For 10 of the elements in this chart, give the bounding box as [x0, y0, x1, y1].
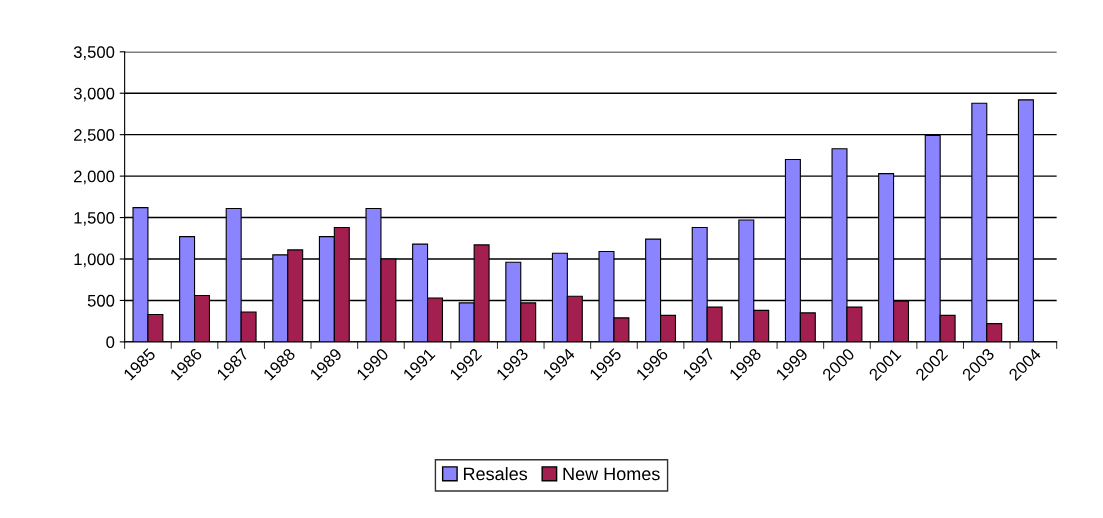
y-tick-label: 0: [106, 336, 115, 349]
y-tick-label: 2,000: [74, 170, 115, 185]
y-tick-label: 1,500: [74, 211, 115, 226]
legend-label: Resales: [463, 467, 528, 481]
y-tick-label: 3,500: [73, 46, 115, 60]
y-tick-label: 3,000: [73, 87, 115, 102]
legend-label: New Homes: [563, 467, 660, 481]
y-tick-label: 1,000: [74, 253, 115, 268]
y-tick-label: 500: [87, 294, 115, 307]
y-tick-label: 2,500: [74, 129, 115, 143]
